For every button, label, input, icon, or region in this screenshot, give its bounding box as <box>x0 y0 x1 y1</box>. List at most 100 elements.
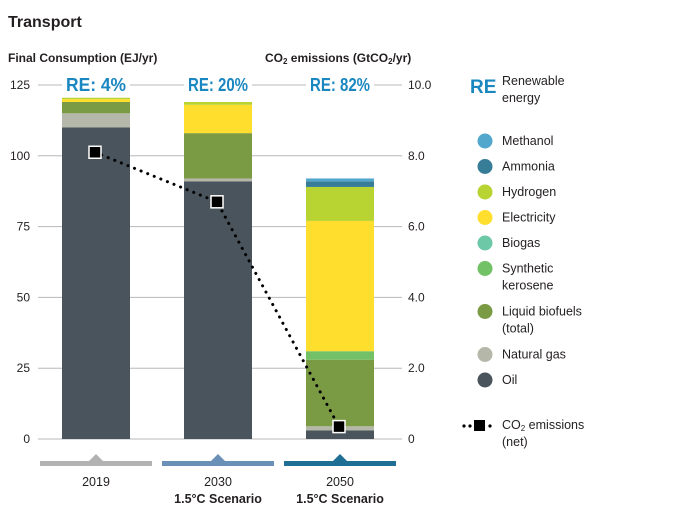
x-axis: 2019 2030 1.5°C Scenario 2050 1.5°C Scenario <box>40 454 396 506</box>
bar-segment-electricity <box>62 99 130 102</box>
re-label-bg <box>184 74 252 94</box>
legend-label: Ammonia <box>502 160 555 174</box>
legend-swatch <box>477 235 493 251</box>
legend-swatch <box>477 372 493 388</box>
legend-swatch <box>477 184 493 200</box>
bar-segment-liquid-biofuels-total <box>306 359 374 427</box>
legend-label: Liquid biofuels (total) <box>502 305 582 336</box>
category-band <box>284 461 396 466</box>
right-tick-label: 6.0 <box>408 220 425 234</box>
bar-2030 <box>184 101 252 439</box>
left-axis-label: Final Consumption (EJ/yr) <box>8 51 157 65</box>
legend-swatch <box>477 347 493 362</box>
legend-co2-entry: CO2 emissions (net) <box>462 418 588 449</box>
re-key-text: Renewable energy <box>502 74 568 105</box>
re-share-labels: RE: 4% RE: 20% RE: 82% <box>62 74 374 95</box>
bar-segment-hydrogen <box>184 101 252 105</box>
category-band <box>162 461 274 466</box>
left-tick-label: 125 <box>10 78 30 92</box>
legend-item: Methanol <box>477 133 553 149</box>
bar-segment-synthetic-kerosene <box>306 351 374 360</box>
left-tick-label: 0 <box>23 432 30 446</box>
bar-segment-electricity <box>306 220 374 352</box>
legend-item: Oil <box>477 372 517 388</box>
bar-segment-natural-gas <box>184 178 252 182</box>
co2-point <box>88 145 102 160</box>
legend-item: Liquid biofuels (total) <box>477 304 582 336</box>
legend-label: Natural gas <box>502 348 566 362</box>
bar-segment-liquid-biofuels-total <box>62 101 130 114</box>
stacked-bars <box>62 97 374 439</box>
legend-item: Natural gas <box>477 347 566 362</box>
right-tick-label: 2.0 <box>408 361 425 375</box>
category-band-marker <box>89 454 103 461</box>
legend-co2-dot <box>462 424 466 428</box>
legend-swatch <box>477 159 493 174</box>
legend-label: Oil <box>502 373 517 387</box>
left-tick-label: 100 <box>10 149 30 163</box>
legend: RE Renewable energy Methanol Ammonia Hydro… <box>462 74 588 449</box>
category-label: 2030 <box>204 475 232 489</box>
category-sublabel: 1.5°C Scenario <box>296 492 384 506</box>
category-label: 2019 <box>82 475 110 489</box>
legend-label: Electricity <box>502 211 556 225</box>
legend-item: Biogas <box>477 235 540 251</box>
co2-point <box>332 419 346 434</box>
legend-item: Ammonia <box>477 159 555 174</box>
legend-label: Hydrogen <box>502 185 556 199</box>
bar-2019 <box>62 97 130 439</box>
right-tick-label: 8.0 <box>408 149 425 163</box>
legend-item: Hydrogen <box>477 184 556 200</box>
bar-segment-hydrogen <box>306 186 374 221</box>
re-label: RE: 82% <box>310 75 370 95</box>
legend-swatch <box>477 304 493 319</box>
re-label-bg <box>62 74 130 94</box>
legend-swatch <box>477 210 493 225</box>
re-label-bg <box>306 74 374 94</box>
bar-segment-ammonia <box>306 181 374 187</box>
category-label: 2050 <box>326 475 354 489</box>
right-tick-label: 0 <box>408 432 415 446</box>
bar-segment-oil <box>184 181 252 439</box>
re-key-symbol: RE <box>470 77 496 98</box>
category-band-marker <box>333 454 347 461</box>
bar-segment-electricity <box>184 104 252 134</box>
category-sublabel: 1.5°C Scenario <box>174 492 262 506</box>
right-axis-ticks: 0 2.0 4.0 6.0 8.0 10.0 <box>408 78 432 446</box>
right-tick-label: 4.0 <box>408 290 425 304</box>
legend-co2-label: CO2 emissions (net) <box>502 418 588 449</box>
bar-segment-hydrogen <box>62 97 130 100</box>
chart-title: Transport <box>8 14 82 31</box>
re-label: RE: 4% <box>66 75 126 95</box>
legend-items: Methanol Ammonia Hydrogen Electricity Biogas… <box>477 133 582 388</box>
co2-point <box>210 195 224 209</box>
left-tick-label: 75 <box>17 220 31 234</box>
legend-swatch <box>477 261 493 276</box>
right-tick-label: 10.0 <box>408 78 432 92</box>
legend-co2-marker <box>474 420 485 431</box>
left-tick-label: 50 <box>17 290 31 304</box>
legend-item: Electricity <box>477 210 556 225</box>
category-band <box>40 461 152 466</box>
bar-segment-natural-gas <box>62 113 130 128</box>
left-tick-label: 25 <box>17 361 31 375</box>
right-axis-label: CO2 emissions (GtCO2/yr) <box>265 51 411 66</box>
legend-item: Synthetic kerosene <box>477 261 553 293</box>
bar-segment-oil <box>306 430 374 439</box>
legend-co2-dot <box>468 424 472 428</box>
co2-emissions-series <box>88 145 346 434</box>
legend-label: Methanol <box>502 134 553 148</box>
bar-segment-oil <box>62 127 130 439</box>
bar-segment-methanol <box>306 178 374 182</box>
legend-swatch <box>477 133 493 149</box>
co2-line <box>93 150 341 429</box>
re-label: RE: 20% <box>188 75 248 95</box>
bar-2050 <box>306 178 374 439</box>
left-axis-ticks: 0 25 50 75 100 125 <box>10 78 30 446</box>
legend-label: Synthetic kerosene <box>502 262 553 293</box>
category-band-marker <box>211 454 225 461</box>
legend-co2-dot <box>488 424 492 428</box>
legend-label: Biogas <box>502 236 540 250</box>
bar-segment-liquid-biofuels-total <box>184 133 252 179</box>
